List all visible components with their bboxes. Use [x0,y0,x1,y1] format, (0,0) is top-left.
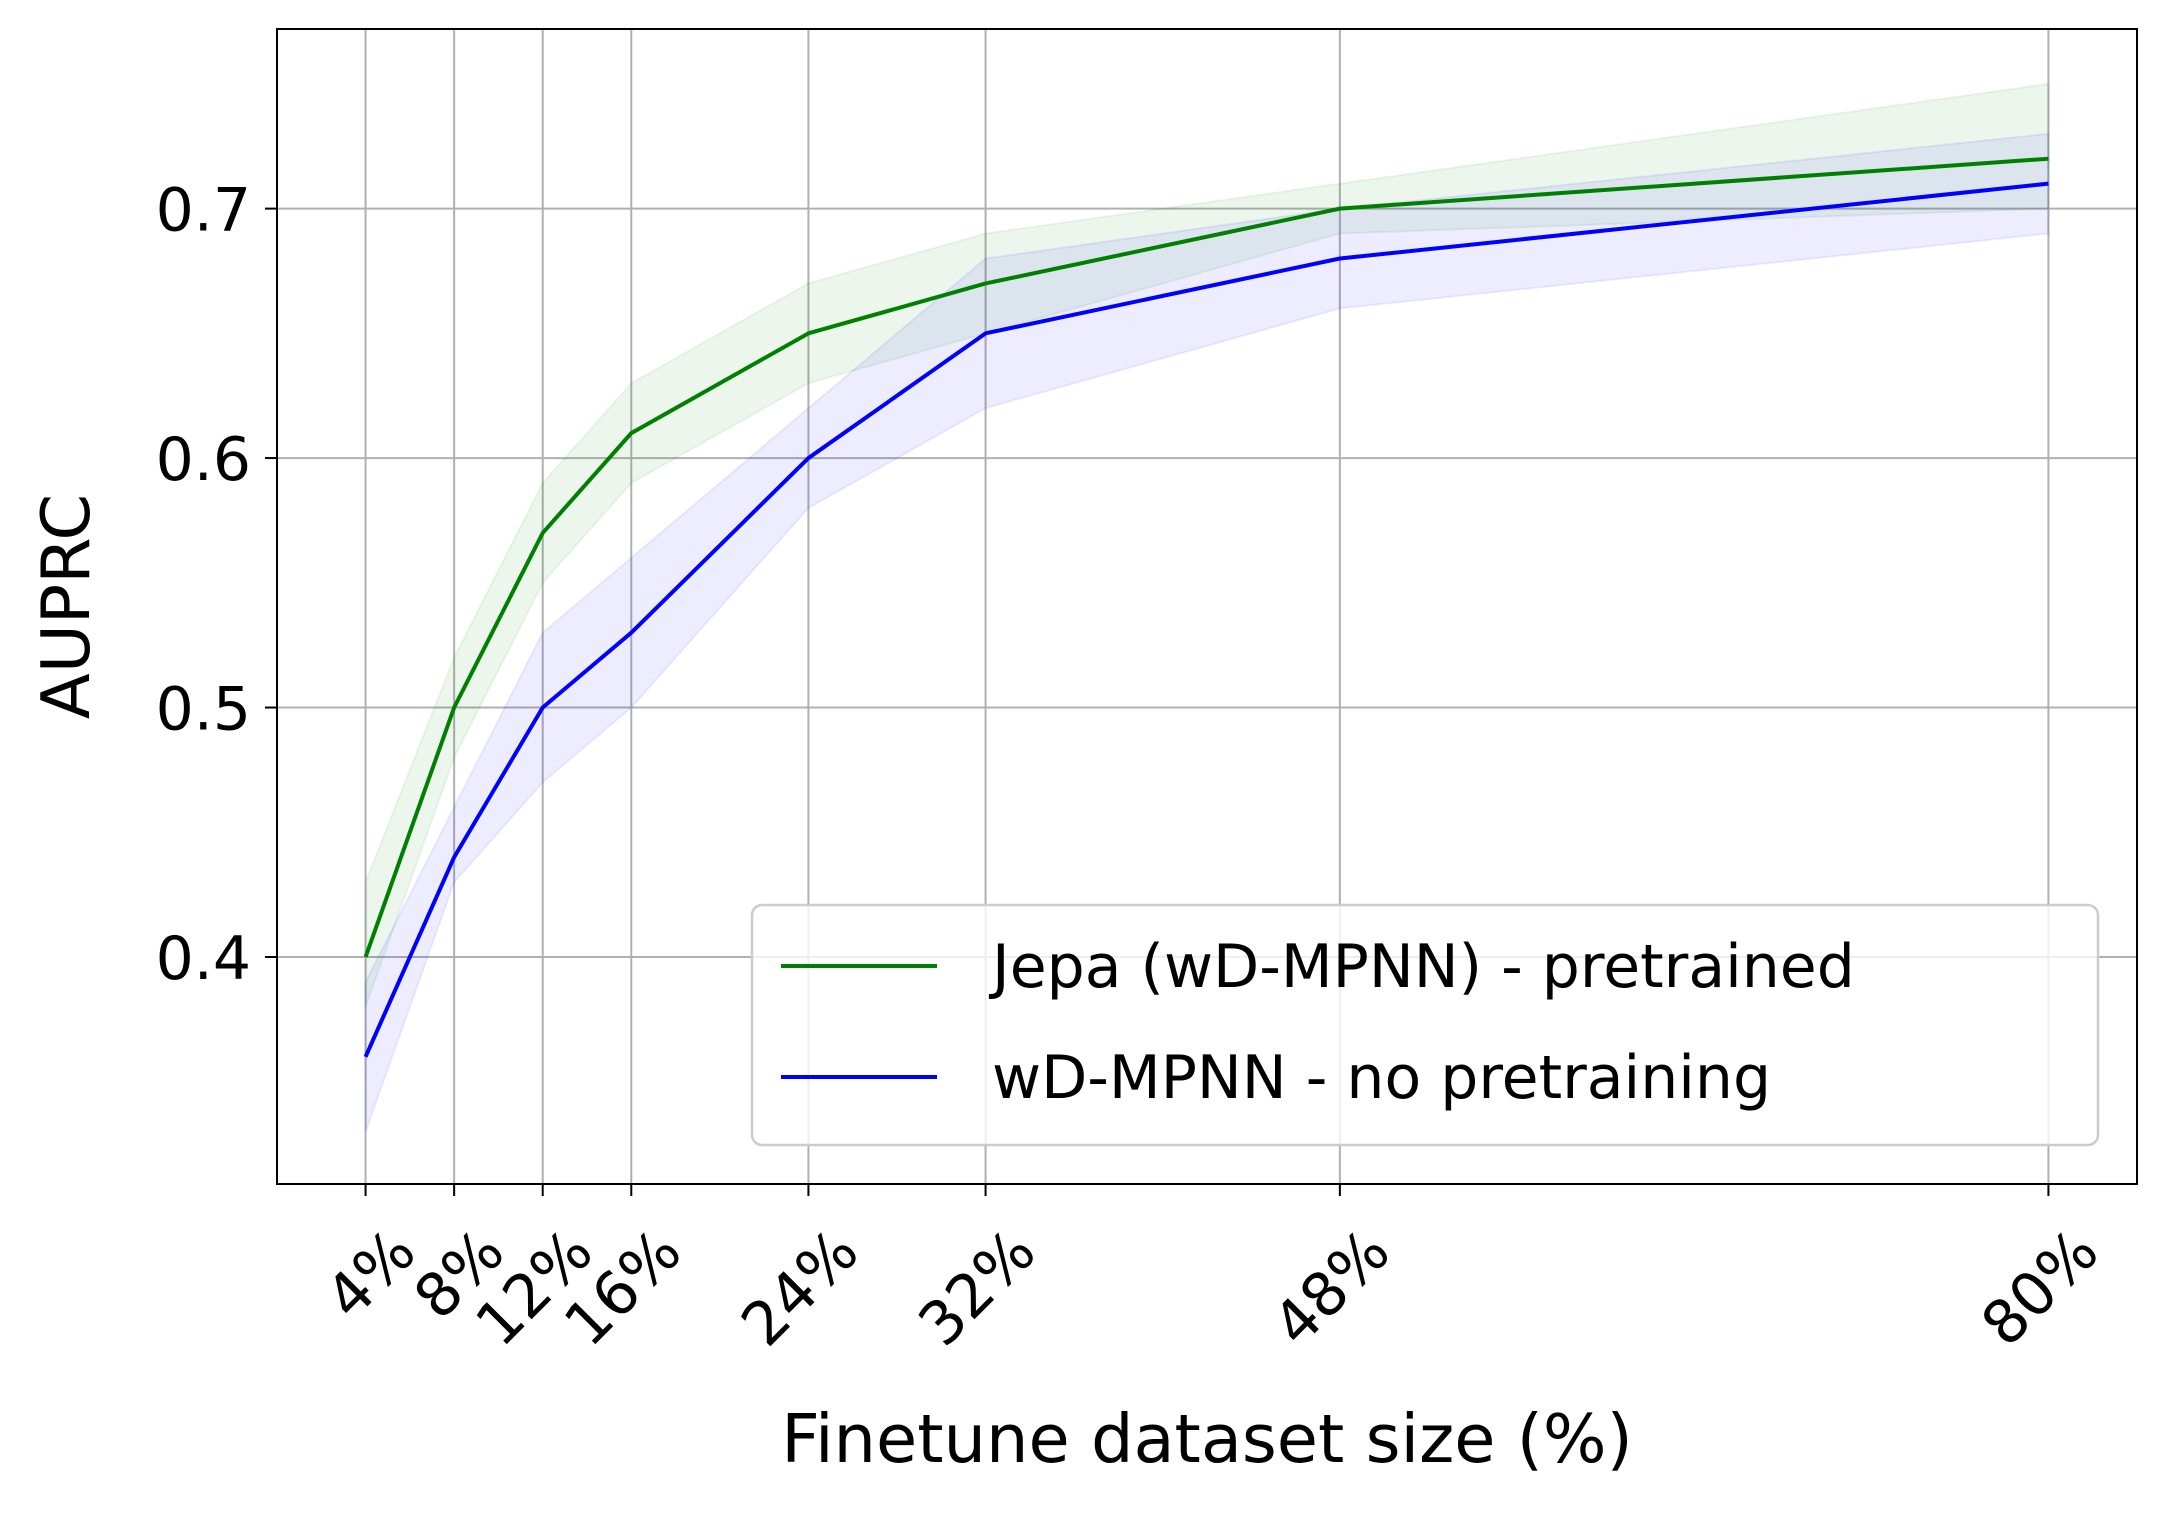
y-tick-label: 0.5 [156,675,251,745]
y-tick-label: 0.4 [156,924,251,994]
x-axis-label: Finetune dataset size (%) [781,1400,1632,1478]
y-tick-label: 0.7 [156,176,251,246]
legend-label-pretrained: Jepa (wD-MPNN) - pretrained [988,932,1855,1002]
y-tick-label: 0.6 [156,425,251,495]
y-axis-label: AUPRC [27,494,105,719]
legend-label-no-pretraining: wD-MPNN - no pretraining [992,1043,1771,1113]
legend: Jepa (wD-MPNN) - pretrained wD-MPNN - no… [752,905,2098,1145]
